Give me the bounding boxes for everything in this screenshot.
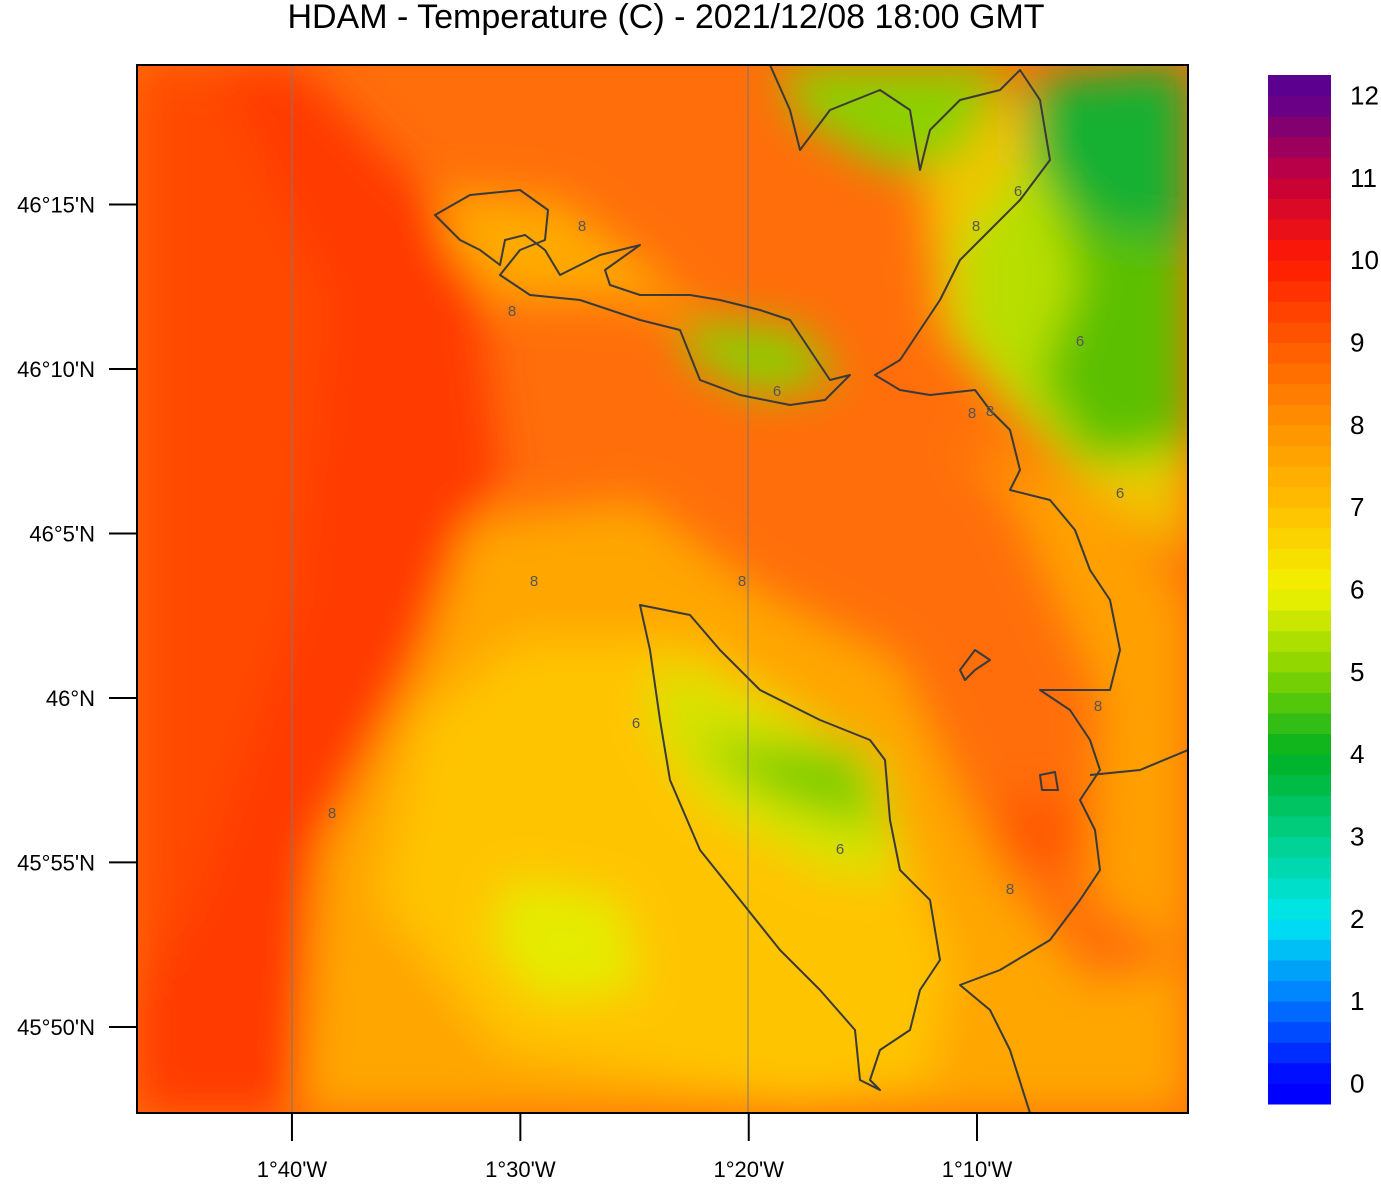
colorbar-band [1268, 589, 1331, 611]
colorbar-band [1268, 671, 1331, 693]
colorbar-label: 6 [1350, 575, 1364, 605]
colorbar-band [1268, 321, 1331, 344]
colorbar-band [1268, 1021, 1331, 1043]
colorbar-label: 1 [1350, 986, 1364, 1016]
colorbar-band [1268, 795, 1331, 817]
lat-tick-label: 46°N [46, 686, 95, 711]
contour-label: 8 [578, 218, 586, 235]
colorbar-band [1268, 857, 1331, 879]
colorbar-band [1268, 116, 1331, 138]
colorbar-band [1268, 651, 1331, 673]
colorbar-band [1268, 363, 1331, 385]
lon-tick-label: 1°40'W [257, 1157, 328, 1180]
contour-label: 8 [986, 403, 994, 420]
colorbar-label: 7 [1350, 492, 1364, 522]
colorbar-band [1268, 95, 1331, 117]
colorbar-band [1268, 466, 1331, 488]
colorbar-band [1268, 1083, 1331, 1105]
colorbar-band [1268, 630, 1331, 652]
colorbar-band [1268, 939, 1331, 961]
colorbar-band [1268, 877, 1331, 899]
colorbar-band [1268, 712, 1331, 735]
colorbar-band [1268, 568, 1331, 590]
contour-label: 8 [508, 303, 516, 320]
colorbar-band [1268, 692, 1331, 714]
colorbar-band [1268, 959, 1331, 982]
lat-tick-label: 46°15'N [17, 193, 95, 218]
colorbar-band [1268, 774, 1331, 796]
contour-label: 8 [1094, 698, 1102, 715]
colorbar-band [1268, 527, 1331, 549]
contour-label: 8 [968, 405, 976, 422]
colorbar-band [1268, 486, 1331, 508]
colorbar-band [1268, 383, 1331, 405]
map-frame [136, 64, 1189, 1114]
colorbar-label: 8 [1350, 410, 1364, 440]
colorbar-band [1268, 507, 1331, 529]
colorbar-band [1268, 177, 1331, 199]
contour-label: 8 [530, 573, 538, 590]
colorbar-band [1268, 157, 1331, 179]
contour-label: 8 [328, 805, 336, 822]
colorbar-label: 0 [1350, 1068, 1364, 1098]
colorbar-label: 10 [1350, 245, 1379, 275]
colorbar-label: 3 [1350, 821, 1364, 851]
contour-label: 6 [773, 383, 781, 400]
lat-tick-label: 45°55'N [17, 850, 95, 875]
colorbar-band [1268, 424, 1331, 446]
colorbar-band [1268, 610, 1331, 632]
colorbar-label: 4 [1350, 739, 1364, 769]
colorbar-band [1268, 239, 1331, 261]
colorbar-band [1268, 733, 1331, 755]
colorbar-band [1268, 815, 1331, 837]
lat-tick-label: 46°5'N [29, 522, 95, 547]
colorbar-band [1268, 898, 1331, 920]
contour-label: 8 [738, 573, 746, 590]
colorbar-label: 5 [1350, 657, 1364, 687]
colorbar-band [1268, 75, 1331, 97]
colorbar-band [1268, 548, 1331, 570]
colorbar-band [1268, 219, 1331, 241]
colorbar-band [1268, 1062, 1331, 1084]
colorbar-band [1268, 980, 1331, 1002]
colorbar-label: 11 [1350, 163, 1377, 193]
temperature-field [137, 65, 1188, 1113]
lat-tick-label: 45°50'N [17, 1015, 95, 1040]
contour-label: 6 [1116, 485, 1124, 502]
contour-label: 6 [1014, 183, 1022, 200]
colorbar-band [1268, 754, 1331, 776]
colorbar-band [1268, 136, 1331, 158]
colorbar-band [1268, 198, 1331, 220]
contour-label: 6 [632, 715, 640, 732]
colorbar-band [1268, 445, 1331, 467]
colorbar-band [1268, 918, 1331, 940]
colorbar-band [1268, 1001, 1331, 1023]
lon-tick-label: 1°30'W [485, 1157, 556, 1180]
colorbar-band [1268, 342, 1331, 364]
colorbar-band [1268, 280, 1331, 302]
colorbar-band [1268, 260, 1331, 282]
colorbar-band [1268, 301, 1331, 323]
colorbar-label: 12 [1350, 81, 1379, 111]
colorbar-band [1268, 836, 1331, 858]
lon-tick-label: 1°20'W [714, 1157, 785, 1180]
contour-label: 6 [836, 841, 844, 858]
contour-label: 8 [972, 218, 980, 235]
colorbar-band [1268, 404, 1331, 426]
lat-tick-label: 46°10'N [17, 357, 95, 382]
colorbar-label: 9 [1350, 328, 1364, 358]
contour-label: 6 [1076, 333, 1084, 350]
colorbar-band [1268, 1042, 1331, 1064]
contour-label: 8 [1006, 881, 1014, 898]
lon-tick-label: 1°10'W [942, 1157, 1013, 1180]
colorbar-label: 2 [1350, 904, 1364, 934]
title: HDAM - Temperature (C) - 2021/12/08 18:0… [287, 0, 1044, 36]
